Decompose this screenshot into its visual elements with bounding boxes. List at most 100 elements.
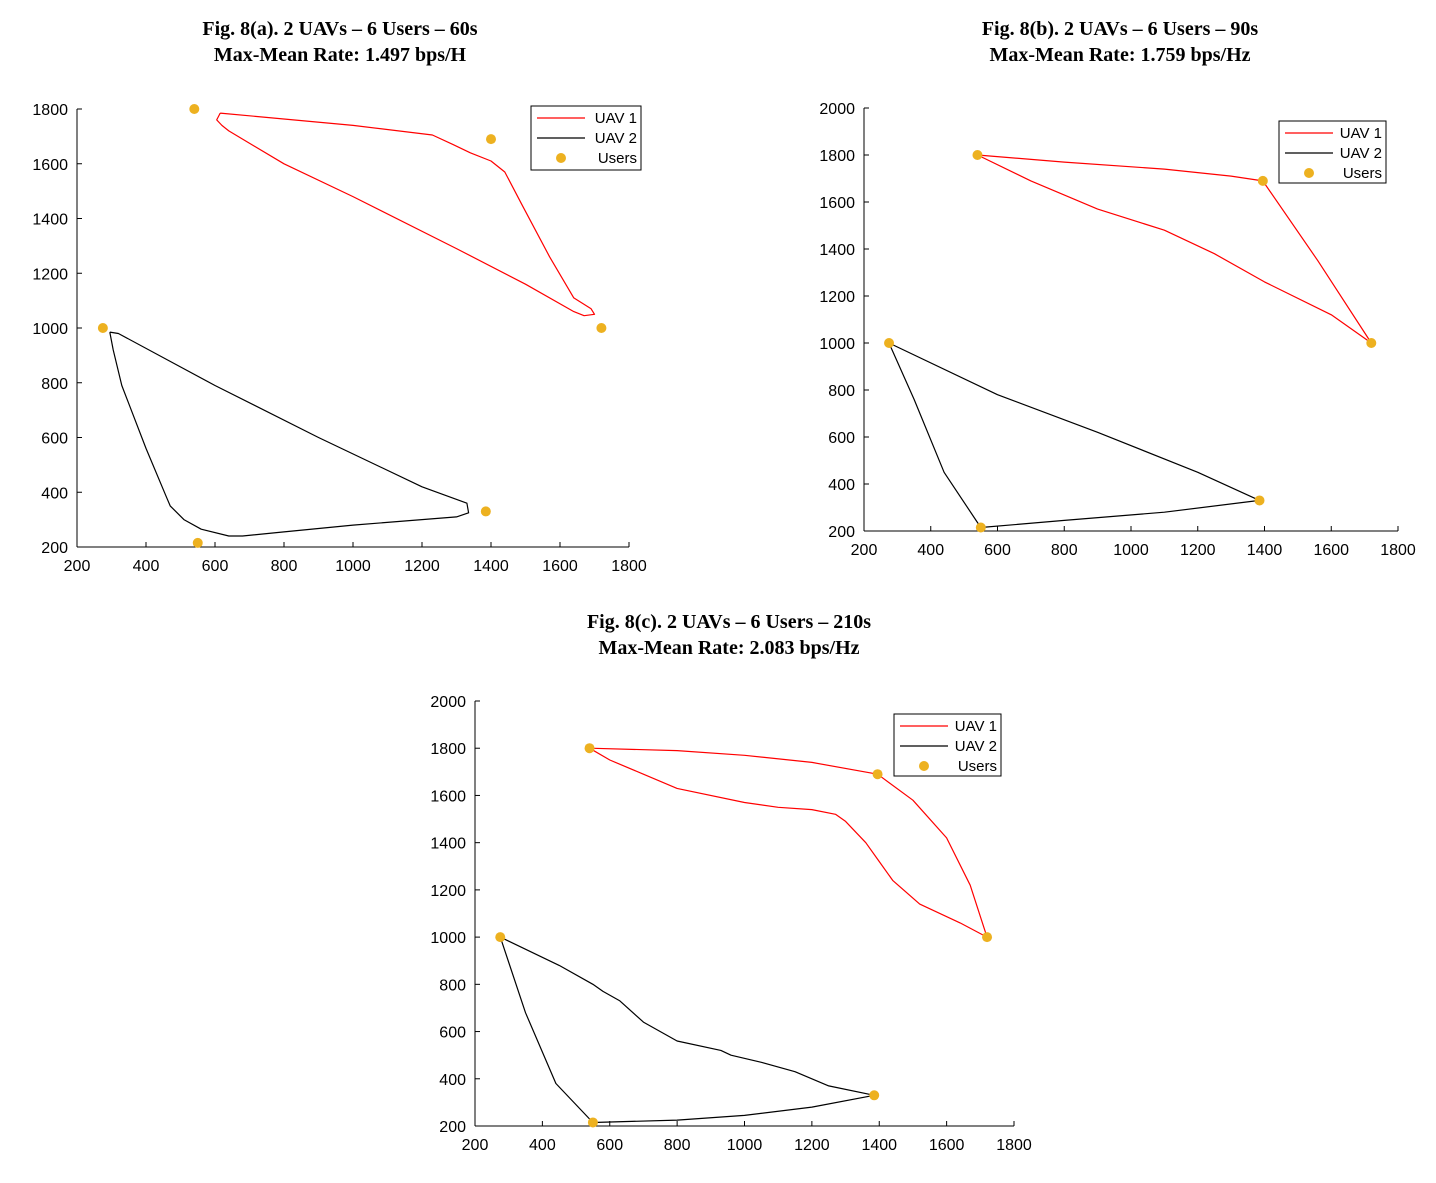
chart-b-x-tick-label: 600 [984, 542, 1011, 559]
chart-c-legend-label: UAV 1 [955, 718, 997, 735]
chart-a-y-tick-label: 800 [41, 376, 68, 393]
chart-c-x-tick-label: 800 [664, 1137, 691, 1154]
chart-a-x-tick-label: 200 [64, 558, 91, 575]
chart-c-user-point [587, 1117, 598, 1128]
chart-a-legend-marker-users [556, 153, 566, 163]
chart-c-y-tick-label: 1600 [430, 788, 466, 805]
chart-b-y-tick-label: 1400 [819, 242, 855, 259]
chart-c-x-tick-label: 200 [462, 1137, 489, 1154]
chart-b-y-tick-label: 2000 [819, 101, 855, 118]
chart-b-y-tick-label: 400 [828, 477, 855, 494]
chart-b-x-tick-label: 1000 [1113, 542, 1149, 559]
chart-b-title-line1: Fig. 8(b). 2 UAVs – 6 Users – 90s [981, 18, 1259, 40]
chart-c-y-tick-label: 1400 [430, 836, 466, 853]
chart-a-user-point [486, 134, 496, 145]
chart-b-title-line2: Max-Mean Rate: 1.759 bps/Hz [989, 44, 1251, 66]
chart-c-x-tick-label: 1200 [794, 1137, 830, 1154]
chart-b-x-tick-label: 1600 [1313, 542, 1349, 559]
chart-a-user-point [97, 323, 108, 333]
chart-b-user-point [975, 522, 986, 533]
chart-b-x-tick-label: 200 [851, 542, 878, 559]
chart-a-x-tick-label: 1600 [542, 558, 578, 575]
chart-a-legend-label: UAV 1 [595, 110, 637, 127]
chart-c-legend [893, 713, 1002, 777]
chart-a-legend-label: UAV 2 [595, 130, 637, 147]
chart-b-legend-label: UAV 1 [1340, 125, 1382, 142]
chart-c-x-tick-label: 1400 [861, 1137, 897, 1154]
chart-c-legend-label: Users [958, 758, 997, 775]
chart-a-y-tick-label: 1400 [32, 212, 68, 229]
chart-c-uav2-path [499, 936, 875, 1124]
chart-a-uav1-path [216, 112, 596, 317]
chart-b-y-tick-label: 800 [828, 383, 855, 400]
chart-a-y-tick-label: 400 [41, 485, 68, 502]
chart-a-user-point [189, 104, 200, 114]
chart-a-x-tick-label: 400 [133, 558, 160, 575]
chart-b-y-tick-label: 600 [828, 430, 855, 447]
chart-b-y-tick-label: 1800 [819, 148, 855, 165]
chart-b-y-tick-label: 1600 [819, 195, 855, 212]
chart-b-legend-marker-users [1304, 168, 1314, 178]
chart-a-x-tick-label: 800 [271, 558, 298, 575]
chart-c-title-line2: Max-Mean Rate: 2.083 bps/Hz [598, 637, 860, 659]
chart-a-y-tick-label: 1600 [32, 157, 68, 174]
chart-a-y-tick-label: 1800 [32, 102, 68, 119]
chart-c-x-tick-label: 1000 [727, 1137, 763, 1154]
chart-b-legend-label: UAV 2 [1340, 145, 1382, 162]
chart-c-x-tick-label: 1600 [929, 1137, 965, 1154]
chart-c-legend-marker-users [919, 761, 929, 771]
chart-a-x-tick-label: 1200 [404, 558, 440, 575]
chart-a-user-point [596, 323, 607, 333]
chart-c-x-tick-label: 400 [529, 1137, 556, 1154]
chart-a-user-point [192, 537, 203, 548]
chart-c-y-tick-label: 200 [439, 1119, 466, 1136]
chart-c-user-point [584, 743, 595, 754]
chart-b-plot: 200 400 600 800 1000 1200 1400 1600 1800 200 400 60… [819, 101, 1416, 559]
chart-b-y-tick-label: 1000 [819, 336, 855, 353]
chart-a-x-tick-label: 1000 [335, 558, 371, 575]
chart-b-uav1-path [976, 154, 1372, 344]
chart-b-uav2-path [888, 342, 1261, 529]
chart-c-x-tick-label: 1800 [996, 1137, 1032, 1154]
chart-a-title-line2: Max-Mean Rate: 1.497 bps/H [213, 44, 467, 66]
chart-b-legend [1278, 120, 1387, 184]
chart-c-y-tick-label: 2000 [430, 694, 466, 711]
chart-c-y-tick-label: 1200 [430, 883, 466, 900]
chart-a-legend-label: Users [598, 150, 637, 167]
chart-b-user-point [1257, 175, 1268, 186]
chart-a-title-line1: Fig. 8(a). 2 UAVs – 6 Users – 60s [202, 18, 478, 40]
chart-b-x-tick-label: 400 [917, 542, 944, 559]
chart-a-uav2-path [109, 331, 470, 537]
chart-a-y-tick-label: 600 [41, 431, 68, 448]
chart-c-uav1-path [588, 747, 988, 938]
chart-a-y-tick-label: 200 [41, 540, 68, 557]
chart-b-x-tick-label: 1400 [1247, 542, 1283, 559]
chart-c-user-point [872, 769, 883, 780]
chart-c-user-point [982, 932, 993, 943]
chart-c-legend-label: UAV 2 [955, 738, 997, 755]
chart-c-y-tick-label: 800 [439, 977, 466, 994]
chart-c-y-tick-label: 600 [439, 1025, 466, 1042]
chart-b-user-point [972, 150, 983, 160]
chart-c-user-point [869, 1090, 880, 1101]
chart-c-title: Fig. 8(c). 2 UAVs – 6 Users – 210s Max-M… [479, 609, 979, 661]
chart-c-user-point [495, 932, 506, 943]
chart-b-y-tick-label: 1200 [819, 289, 855, 306]
chart-b-title: Fig. 8(b). 2 UAVs – 6 Users – 90s Max-Me… [870, 16, 1370, 68]
chart-b-legend-label: Users [1343, 165, 1382, 182]
chart-c-y-tick-label: 1800 [430, 741, 466, 758]
chart-a-y-tick-label: 1000 [32, 321, 68, 338]
chart-c-x-tick-label: 600 [596, 1137, 623, 1154]
chart-a-title: Fig. 8(a). 2 UAVs – 6 Users – 60s Max-Me… [90, 16, 590, 68]
chart-c-title-line1: Fig. 8(c). 2 UAVs – 6 Users – 210s [586, 611, 872, 633]
chart-a-x-tick-label: 600 [202, 558, 229, 575]
chart-a-x-tick-label: 1400 [473, 558, 509, 575]
chart-a-plot: 200 400 600 800 1000 1200 1400 1600 1800 200 400 60… [32, 102, 646, 575]
chart-b-user-point [884, 338, 895, 348]
chart-a-user-point [480, 506, 491, 517]
chart-b-y-tick-label: 200 [828, 524, 855, 541]
chart-c-y-tick-label: 1000 [430, 930, 466, 947]
chart-b-x-tick-label: 1800 [1380, 542, 1416, 559]
chart-b-x-tick-label: 1200 [1180, 542, 1216, 559]
